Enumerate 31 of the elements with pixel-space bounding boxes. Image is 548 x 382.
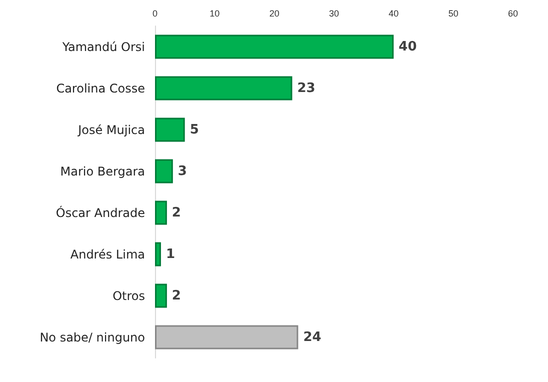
data-label: 5: [190, 122, 199, 138]
y-tick-label: Óscar Andrade: [56, 204, 145, 220]
bar: [155, 200, 167, 225]
data-label: 2: [172, 205, 181, 220]
y-tick-label: José Mujica: [77, 122, 145, 137]
x-tick-label: 30: [328, 8, 340, 18]
x-tick-label: 20: [269, 8, 280, 18]
bar: [155, 34, 394, 59]
y-tick-label: Mario Bergara: [60, 164, 145, 178]
y-tick-label: Andrés Lima: [70, 247, 145, 262]
data-label: 24: [303, 330, 322, 345]
y-tick-label: No sabe/ ninguno: [40, 330, 145, 344]
bar: [155, 284, 167, 308]
bar: [155, 118, 185, 142]
data-label: 23: [297, 80, 316, 96]
x-tick-label: 10: [210, 8, 220, 18]
x-tick-label: 40: [388, 8, 399, 18]
x-tick-label: 0: [152, 8, 158, 18]
x-tick-label: 50: [448, 8, 458, 18]
bar: [155, 242, 161, 266]
y-tick-label: Carolina Cosse: [56, 81, 145, 96]
bar: [155, 325, 298, 350]
data-label: 40: [398, 39, 417, 54]
bar: [155, 159, 173, 184]
data-label: 2: [172, 288, 181, 304]
y-tick-label: Otros: [112, 288, 145, 303]
bar: [155, 76, 292, 100]
y-tick-label: Yamandú Orsi: [61, 40, 145, 54]
data-label: 3: [178, 164, 187, 179]
x-tick-label: 60: [508, 8, 518, 18]
data-label: 1: [166, 246, 176, 262]
